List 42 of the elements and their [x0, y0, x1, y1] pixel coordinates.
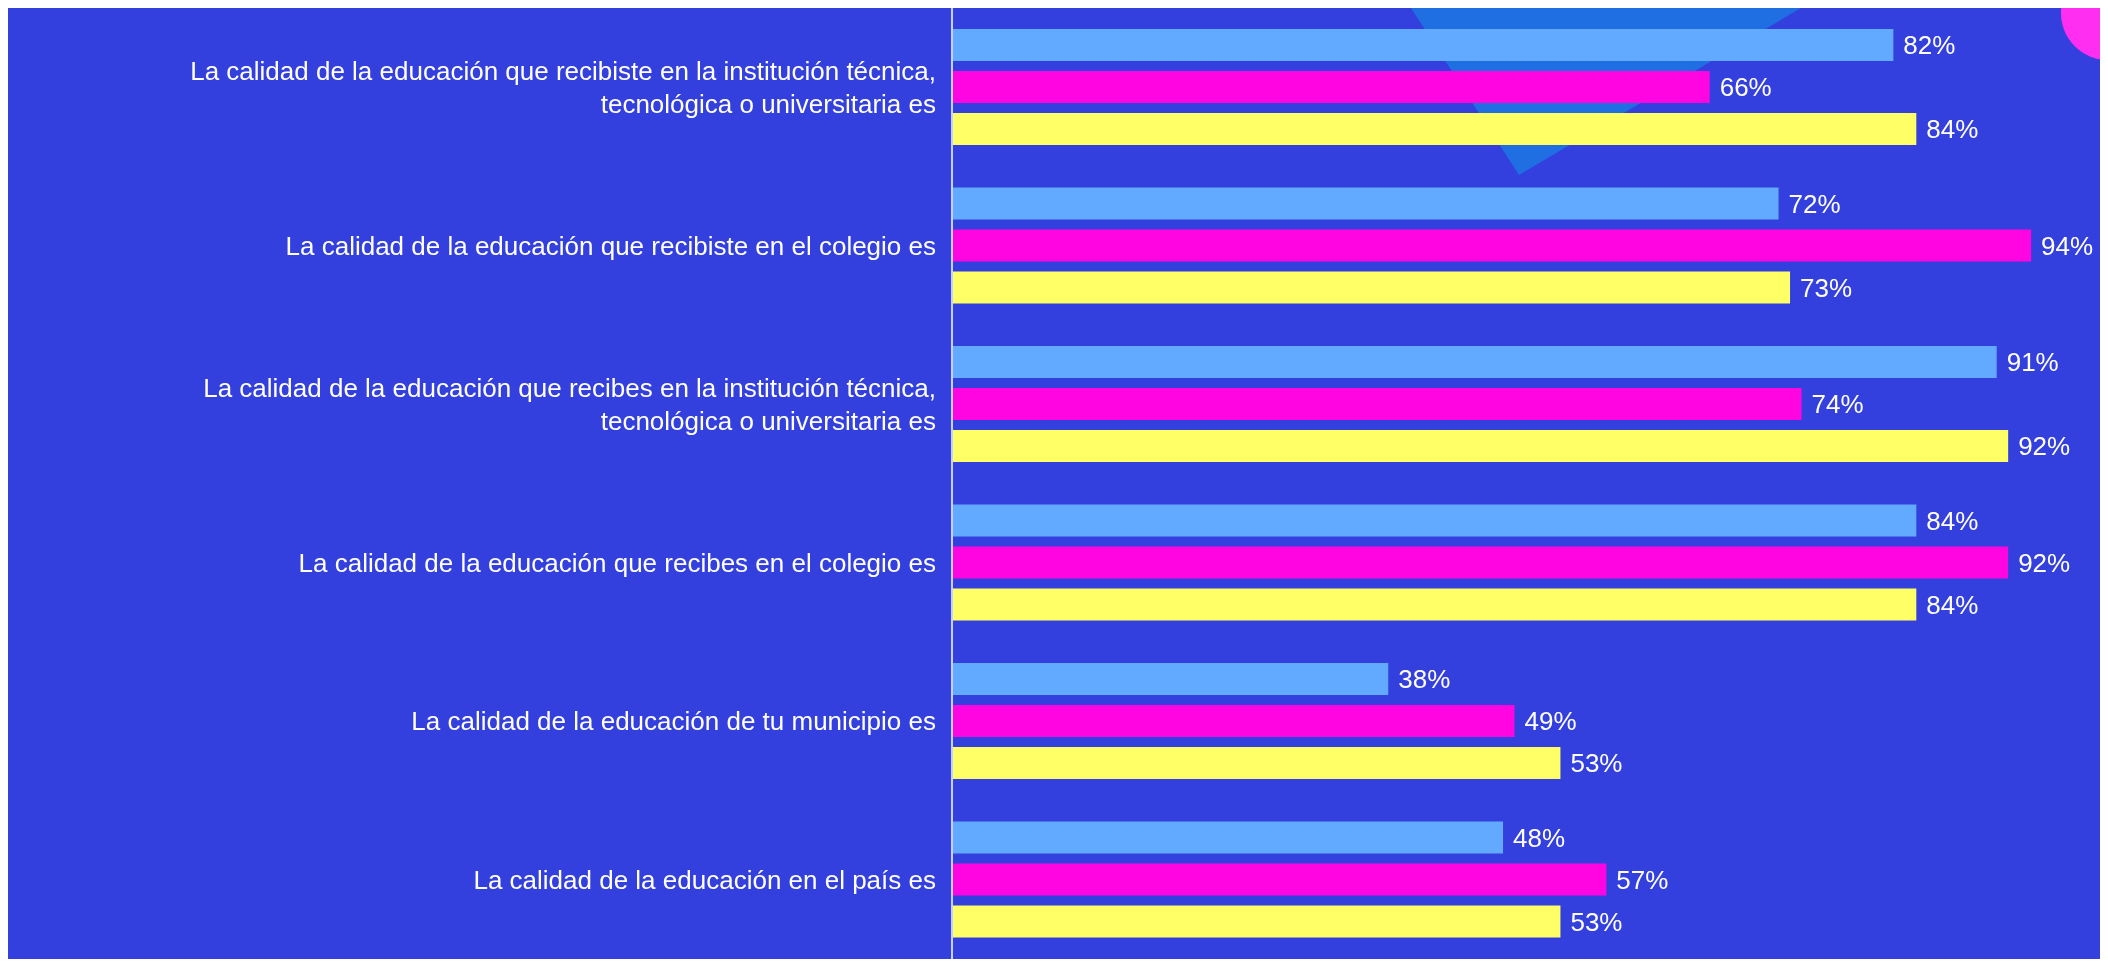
y-tick-label: La calidad de la educación en el país es: [473, 864, 936, 895]
data-label: 84%: [1926, 505, 1979, 536]
data-label: 73%: [1800, 272, 1853, 303]
bar: [952, 747, 1561, 779]
data-label: 84%: [1926, 114, 1979, 144]
data-label: 53%: [1570, 748, 1623, 778]
data-label: 91%: [2006, 347, 2059, 377]
data-label: 82%: [1903, 30, 1956, 60]
bar: [952, 388, 1802, 420]
bar: [952, 346, 1997, 378]
data-label: 72%: [1788, 188, 1841, 219]
y-tick-label: La calidad de la educación que recibes en el colegio es: [298, 547, 936, 578]
y-tick-label: La calidad de la educación que recibiste en el colegio es: [285, 230, 936, 261]
data-label: 57%: [1616, 864, 1669, 895]
bar: [952, 229, 2032, 262]
bar: [952, 663, 1389, 695]
data-label: 49%: [1524, 706, 1577, 736]
bar: [952, 71, 1710, 103]
data-label: 74%: [1811, 389, 1864, 419]
bar: [952, 113, 1917, 145]
data-label: 53%: [1570, 906, 1623, 937]
bar: [952, 504, 1917, 537]
y-tick-label: La calidad de la educación que recibes en la institución técnica, tecnológica o universitaria es: [203, 373, 936, 436]
y-tick-label: La calidad de la educación de tu municipio es: [411, 706, 936, 737]
data-label: 84%: [1926, 589, 1979, 620]
bar: [952, 905, 1561, 938]
bar: [952, 546, 2009, 579]
data-label: 92%: [2018, 547, 2071, 578]
bar: [952, 187, 1779, 220]
bar: [952, 29, 1894, 61]
bar: [952, 863, 1607, 896]
y-tick-label: La calidad de la educación que recibiste en la institución técnica, tecnológica o universitaria es: [190, 56, 936, 119]
data-label: 94%: [2041, 230, 2094, 261]
bar: [952, 271, 1791, 304]
bar: [952, 821, 1504, 854]
data-label: 38%: [1398, 664, 1451, 694]
bar: [952, 705, 1515, 737]
bar: [952, 588, 1917, 621]
bar: [952, 430, 2009, 462]
data-label: 92%: [2018, 431, 2071, 461]
data-label: 66%: [1719, 72, 1772, 102]
data-label: 48%: [1513, 822, 1566, 853]
